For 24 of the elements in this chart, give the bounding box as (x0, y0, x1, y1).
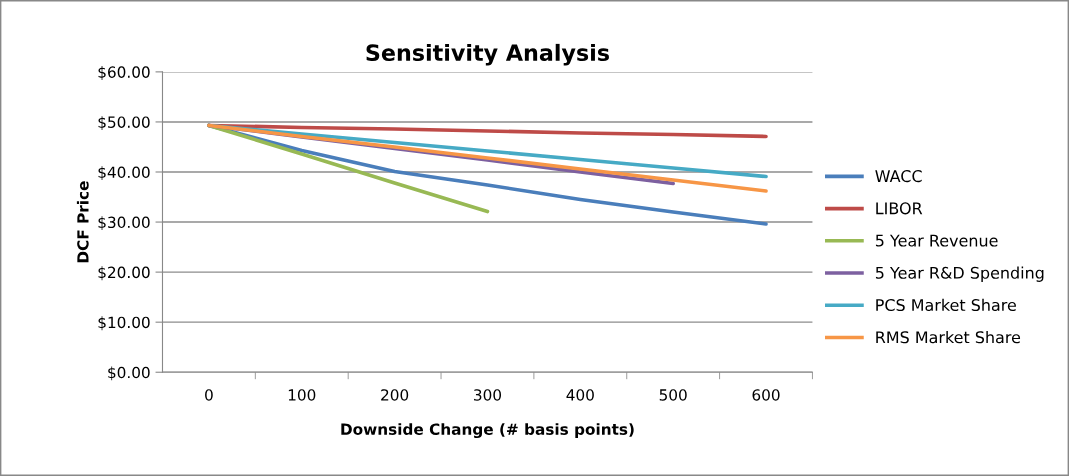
legend-label: 5 Year Revenue (875, 234, 998, 247)
y-tick-label: $40.00 (98, 166, 150, 181)
legend-label: RMS Market Share (876, 330, 1021, 344)
line-series (207, 123, 768, 193)
x-tick-label: 200 (381, 389, 409, 401)
x-tick-label: 400 (566, 389, 594, 401)
y-tick-label: $30.00 (98, 216, 150, 231)
y-tick-label: $10.00 (98, 316, 150, 331)
legend-label: WACC (875, 170, 922, 183)
legend-label: LIBOR (876, 202, 923, 215)
chart-title: Sensitivity Analysis (366, 43, 609, 66)
x-tick-label: 100 (288, 389, 316, 401)
legend-label: PCS Market Share (876, 298, 1016, 312)
x-axis-title: Downside Change (# basis points) (341, 423, 634, 439)
x-tick-label: 500 (659, 389, 687, 401)
y-axis-title: DCF Price (76, 181, 89, 263)
y-tick-label: $20.00 (98, 266, 150, 281)
y-tick-label: $60.00 (98, 66, 150, 80)
y-tick-label: $50.00 (98, 116, 150, 130)
x-tick-label: 600 (752, 389, 780, 401)
legend-label: 5 Year R&D Spending (875, 266, 1044, 282)
x-tick-label: 300 (474, 389, 502, 401)
x-tick-label: 0 (205, 389, 213, 401)
y-tick-label: $0.00 (108, 366, 150, 381)
